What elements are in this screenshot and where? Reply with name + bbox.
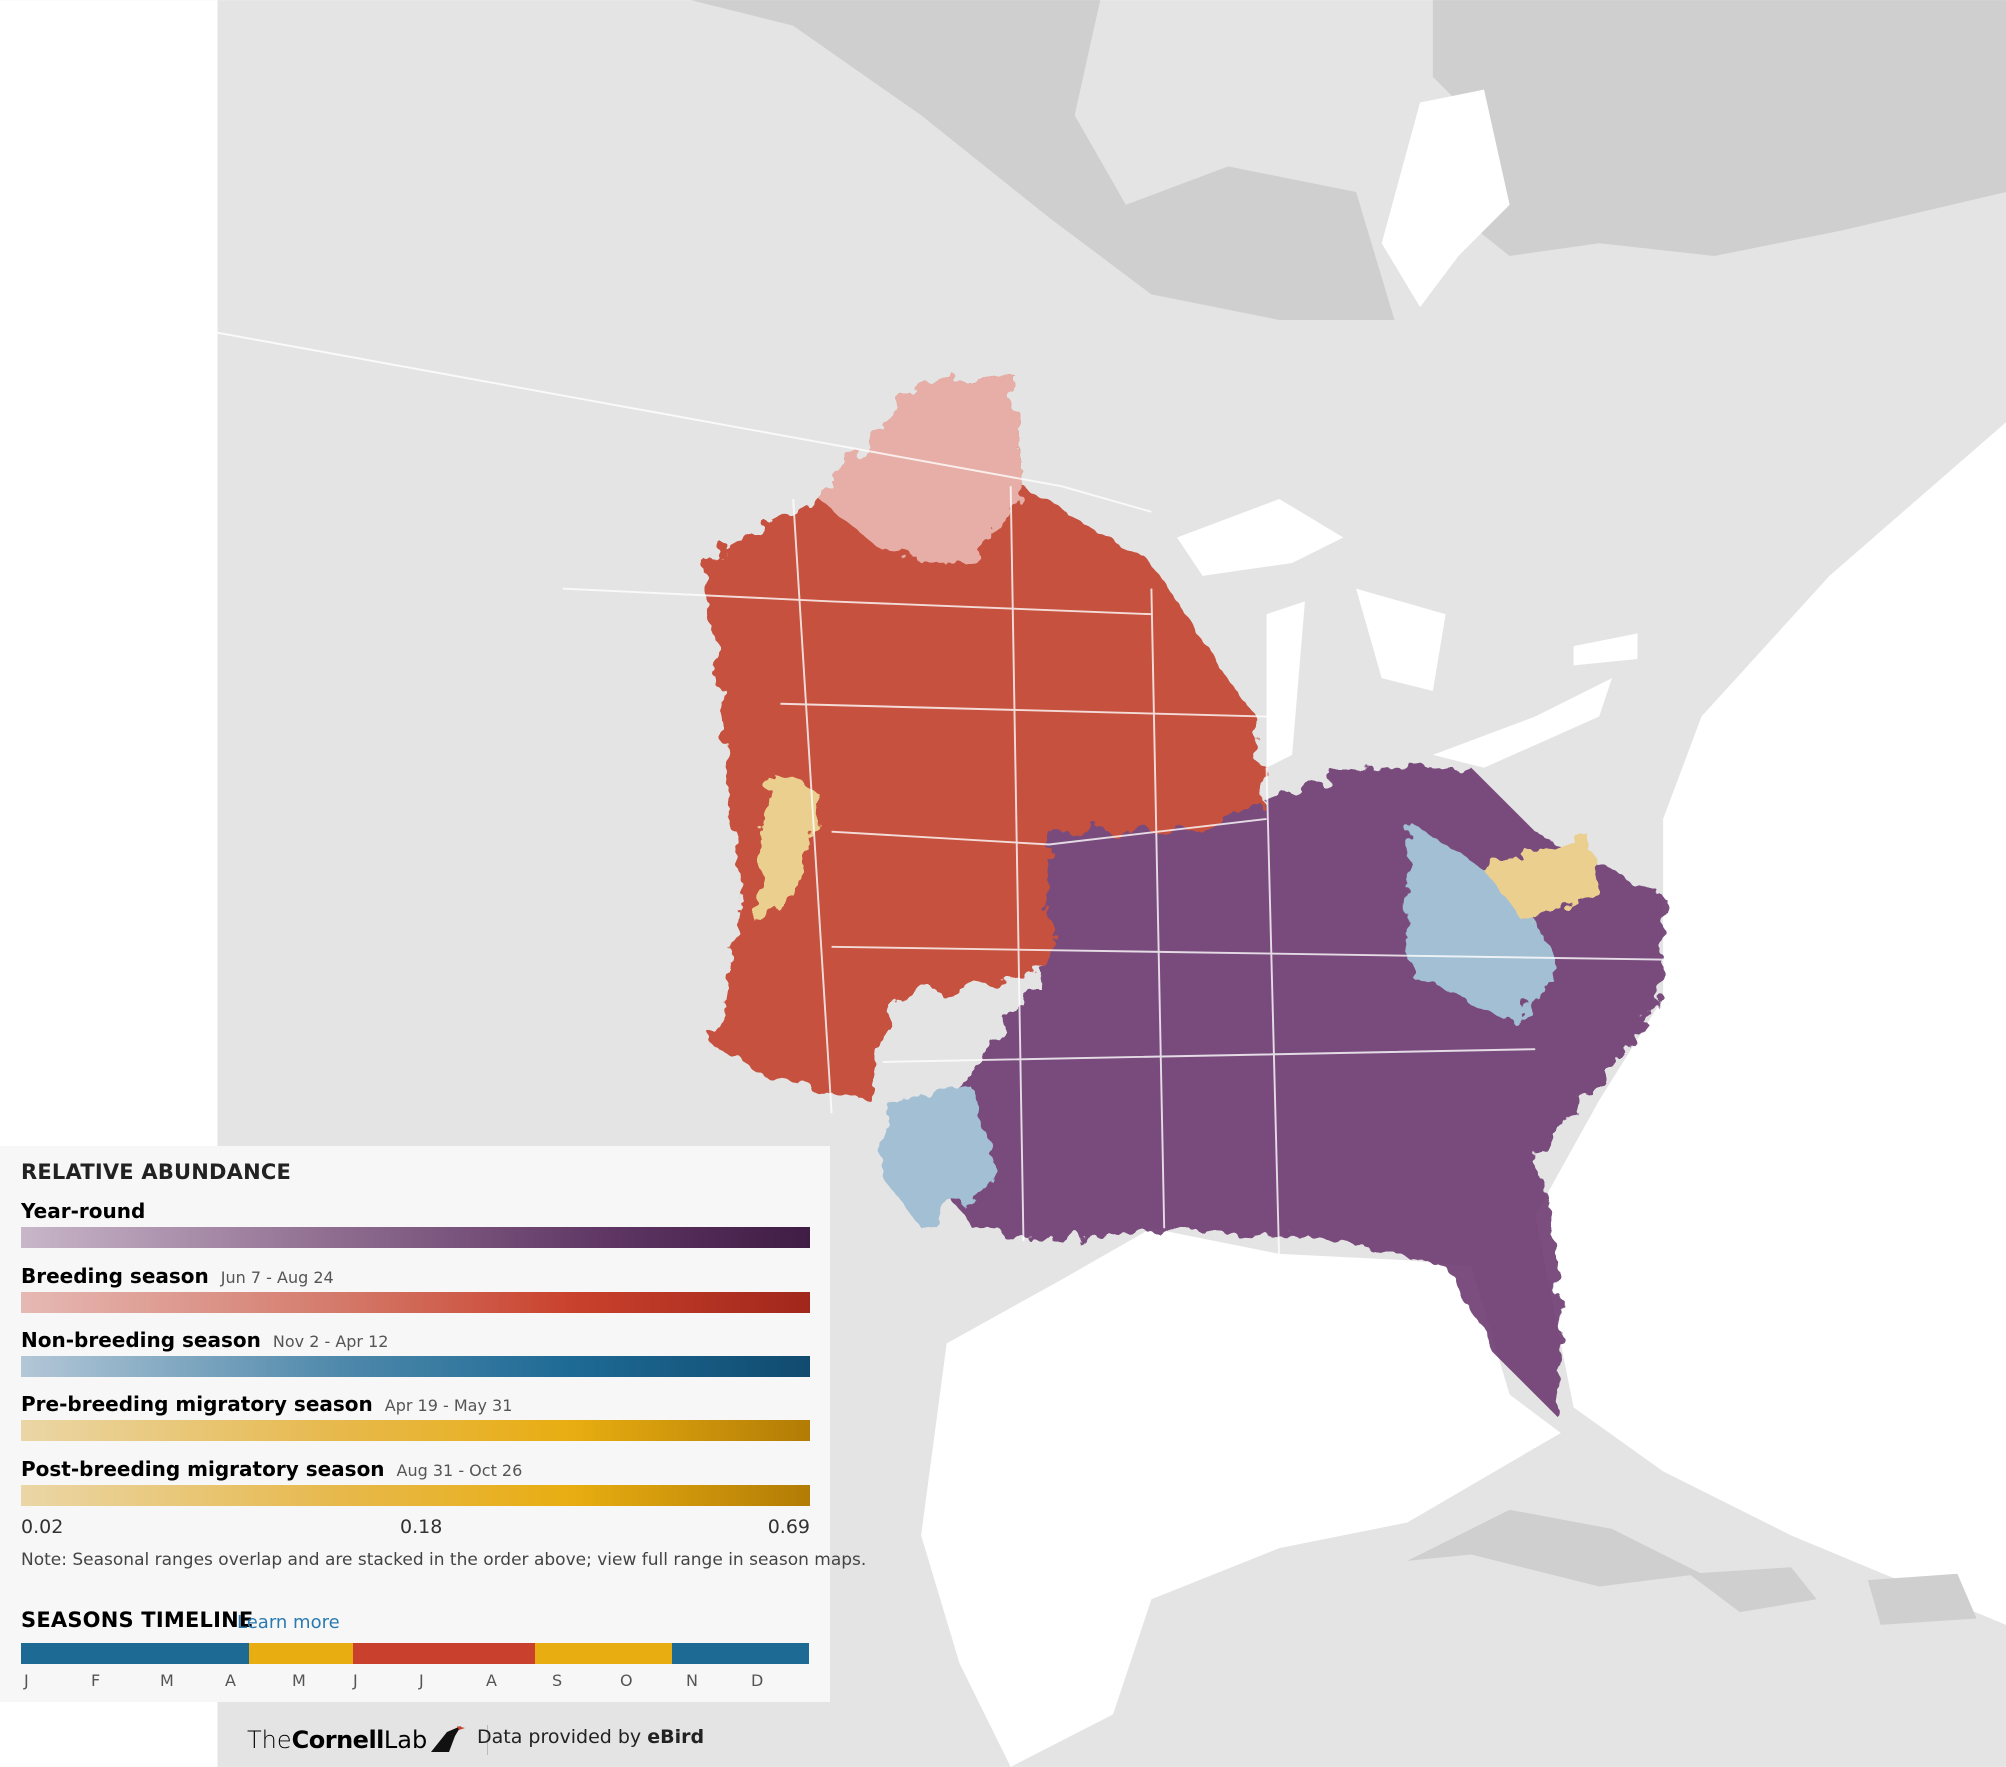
timeline-title: SEASONS TIMELINE [21, 1608, 254, 1632]
data-credit: Data provided by eBird [477, 1726, 704, 1748]
scale-label: 0.18 [400, 1516, 443, 1538]
legend-row-name: Year-round [21, 1199, 145, 1223]
month-label: J [353, 1671, 358, 1690]
legend-row-name: Pre-breeding migratory season Apr 19 - Ma… [21, 1392, 512, 1416]
logo-bird [431, 1726, 466, 1752]
month-label: S [552, 1671, 563, 1690]
brand-part: The [247, 1726, 292, 1754]
legend-row-name: Post-breeding migratory season Aug 31 - O… [21, 1457, 522, 1481]
legend-bar [21, 1292, 810, 1313]
timeline-segment [248, 1643, 354, 1664]
season-name: Breeding season [21, 1264, 209, 1288]
season-dates: Aug 31 - Oct 26 [396, 1461, 523, 1480]
legend-note: Note: Seasonal ranges overlap and are st… [21, 1550, 867, 1570]
month-label: J [419, 1671, 424, 1690]
credit-source: eBird [647, 1726, 705, 1748]
scale-label: 0.69 [767, 1516, 810, 1538]
legend-bar [21, 1420, 810, 1441]
legend-bar [21, 1485, 810, 1506]
timeline-segment [353, 1643, 536, 1664]
season-name: Pre-breeding migratory season [21, 1392, 373, 1416]
season-name: Non-breeding season [21, 1328, 261, 1352]
legend-bar [21, 1227, 810, 1248]
season-dates: Jun 7 - Aug 24 [220, 1268, 334, 1287]
seasons-timeline [21, 1643, 810, 1664]
month-label: N [686, 1671, 698, 1690]
timeline-segment [535, 1643, 673, 1664]
season-dates: Nov 2 - Apr 12 [272, 1332, 389, 1351]
season-name: Post-breeding migratory season [21, 1457, 385, 1481]
month-label: J [24, 1671, 29, 1690]
scale-label: 0.02 [21, 1516, 64, 1538]
legend-bar [21, 1356, 810, 1377]
month-label: D [751, 1671, 764, 1690]
divider [487, 1725, 489, 1755]
season-dates: Apr 19 - May 31 [384, 1396, 513, 1415]
cornell-logo: The Cornell Lab [247, 1720, 489, 1760]
legend-row-name: Non-breeding season Nov 2 - Apr 12 [21, 1328, 388, 1352]
month-label: M [160, 1671, 174, 1690]
brand-part: Lab [383, 1726, 428, 1754]
brand-part: Cornell [291, 1726, 385, 1754]
legend-row-name: Breeding season Jun 7 - Aug 24 [21, 1264, 334, 1288]
month-label: O [620, 1671, 633, 1690]
learn-more-link[interactable]: Learn more [237, 1612, 340, 1633]
timeline-segment [21, 1643, 249, 1664]
month-label: A [486, 1671, 497, 1690]
month-label: A [225, 1671, 236, 1690]
month-label: F [91, 1671, 101, 1690]
legend-title: RELATIVE ABUNDANCE [21, 1160, 292, 1184]
timeline-segment [672, 1643, 810, 1664]
month-label: M [292, 1671, 306, 1690]
credit-text: Data provided by [477, 1726, 642, 1748]
season-name: Year-round [21, 1199, 146, 1223]
